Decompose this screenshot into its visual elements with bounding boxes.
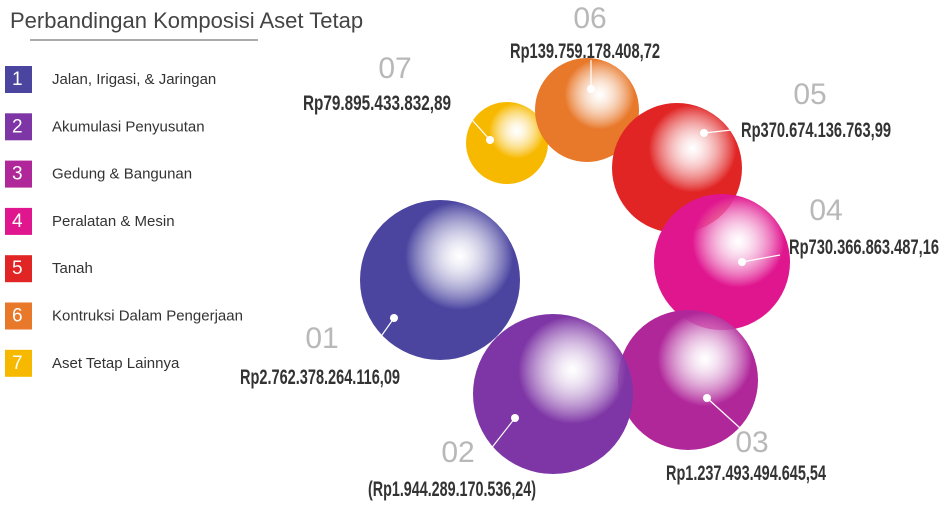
legend-number: 2 (12, 116, 23, 137)
legend-label: Kontruksi Dalam Pengerjaan (52, 307, 243, 324)
legend-label: Aset Tetap Lainnya (52, 355, 180, 372)
legend-label: Peralatan & Mesin (52, 213, 175, 230)
leader-dot (700, 129, 708, 137)
bubble-index: 06 (573, 2, 606, 35)
legend-label: Jalan, Irigasi, & Jaringan (52, 71, 216, 88)
infographic: Perbandingan Komposisi Aset Tetap 1 Jalan… (0, 0, 942, 507)
bubble-index: 05 (793, 78, 826, 111)
bubble-index: 07 (378, 52, 411, 85)
legend-label: Tanah (52, 260, 93, 277)
legend: 1 Jalan, Irigasi, & Jaringan 2 Akumulasi Pe… (5, 66, 243, 377)
legend-number: 7 (12, 353, 23, 374)
legend-number: 1 (12, 69, 23, 90)
bubble-value: (Rp1.944.289.170.536,24) (368, 478, 536, 501)
legend-label: Gedung & Bangunan (52, 166, 192, 183)
leader-dot (511, 414, 519, 422)
bubble (654, 194, 790, 330)
leader-dot (703, 394, 711, 402)
legend-number: 4 (12, 211, 23, 232)
legend-number: 5 (12, 258, 23, 279)
bubble-value: Rp370.674.136.763,99 (741, 119, 891, 142)
bubble (360, 200, 520, 360)
bubble-value: Rp1.237.493.494.645,54 (666, 462, 826, 485)
legend-number: 6 (12, 306, 23, 327)
title: Perbandingan Komposisi Aset Tetap (10, 8, 363, 33)
leader-dot (486, 136, 494, 144)
bubble-index: 04 (809, 194, 842, 227)
bubble (473, 314, 633, 474)
bubble-value: Rp79.895.433.832,89 (303, 92, 451, 115)
bubbles (360, 58, 790, 474)
bubble-value: Rp2.762.378.264.116,09 (240, 366, 400, 389)
legend-label: Akumulasi Penyusutan (52, 118, 205, 135)
bubble-value: Rp139.759.178.408,72 (510, 40, 660, 63)
bubble-value: Rp730.366.863.487,16 (789, 236, 939, 259)
bubble-index: 03 (735, 426, 768, 459)
bubble-index: 01 (305, 322, 338, 355)
leader-dot (390, 314, 398, 322)
bubble-index: 02 (441, 436, 474, 469)
leader-dot (738, 258, 746, 266)
leader-dot (587, 85, 595, 93)
legend-number: 3 (12, 164, 23, 185)
